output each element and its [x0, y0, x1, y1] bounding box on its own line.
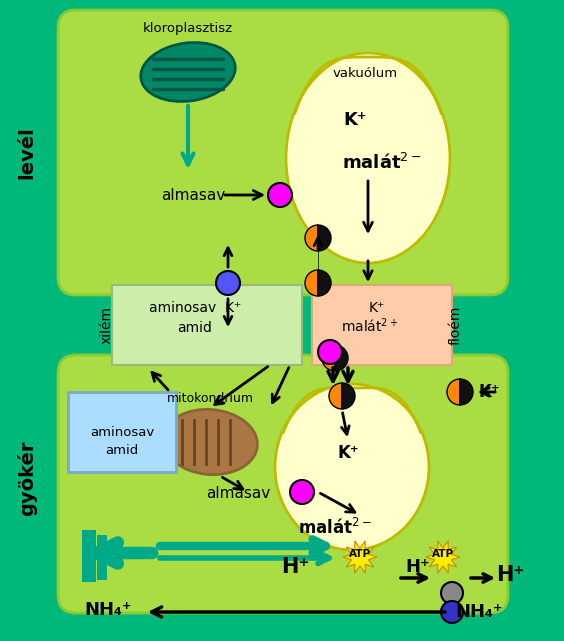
Circle shape: [290, 480, 314, 504]
Bar: [97, 535, 107, 580]
FancyBboxPatch shape: [58, 355, 508, 613]
Text: floém: floém: [449, 305, 463, 345]
Wedge shape: [322, 345, 335, 371]
Circle shape: [441, 601, 463, 623]
Text: gyökér: gyökér: [17, 440, 37, 516]
Wedge shape: [318, 225, 331, 251]
Wedge shape: [305, 225, 318, 251]
Text: aminosav  K⁺: aminosav K⁺: [149, 301, 241, 315]
FancyBboxPatch shape: [58, 10, 508, 295]
Text: almasav: almasav: [206, 485, 270, 501]
Text: NH₄⁺: NH₄⁺: [84, 601, 132, 619]
Text: mitokondrium: mitokondrium: [166, 392, 253, 404]
Circle shape: [268, 183, 292, 207]
Bar: [112, 285, 302, 365]
Text: kloroplasztisz: kloroplasztisz: [143, 22, 233, 35]
Text: malát$^{2-}$: malát$^{2-}$: [342, 153, 422, 173]
Text: H⁺: H⁺: [281, 557, 309, 577]
Text: amid: amid: [105, 444, 139, 456]
Text: vakuólum: vakuólum: [332, 67, 398, 79]
Circle shape: [318, 340, 342, 364]
Ellipse shape: [141, 42, 235, 101]
Ellipse shape: [286, 53, 450, 263]
Bar: [312, 285, 452, 365]
Ellipse shape: [275, 384, 429, 550]
Text: K⁺: K⁺: [337, 444, 359, 462]
Wedge shape: [335, 345, 348, 371]
Wedge shape: [447, 379, 460, 405]
Ellipse shape: [162, 410, 257, 474]
Polygon shape: [343, 541, 377, 573]
Wedge shape: [460, 379, 473, 405]
Text: levél: levél: [17, 127, 37, 179]
Wedge shape: [342, 383, 355, 409]
Circle shape: [441, 582, 463, 604]
Text: H⁺: H⁺: [496, 565, 524, 585]
Text: K⁺: K⁺: [478, 383, 500, 401]
Text: amid: amid: [178, 321, 213, 335]
Wedge shape: [329, 383, 342, 409]
Text: K⁺: K⁺: [369, 301, 385, 315]
Text: H⁺: H⁺: [406, 558, 430, 576]
Text: almasav: almasav: [161, 188, 225, 203]
Circle shape: [216, 271, 240, 295]
Wedge shape: [318, 270, 331, 296]
Text: NH₄⁺: NH₄⁺: [455, 603, 503, 621]
Text: ATP: ATP: [349, 549, 371, 559]
Bar: [68, 392, 176, 472]
Text: xilém: xilém: [100, 306, 114, 344]
Text: malát$^{2-}$: malát$^{2-}$: [298, 518, 372, 538]
Text: malát$^{2+}$: malát$^{2+}$: [341, 317, 399, 335]
Text: K⁺: K⁺: [343, 111, 367, 129]
Wedge shape: [305, 270, 318, 296]
Text: ATP: ATP: [432, 549, 454, 559]
Bar: [82, 530, 96, 582]
Text: aminosav: aminosav: [90, 426, 154, 438]
Polygon shape: [426, 541, 460, 573]
